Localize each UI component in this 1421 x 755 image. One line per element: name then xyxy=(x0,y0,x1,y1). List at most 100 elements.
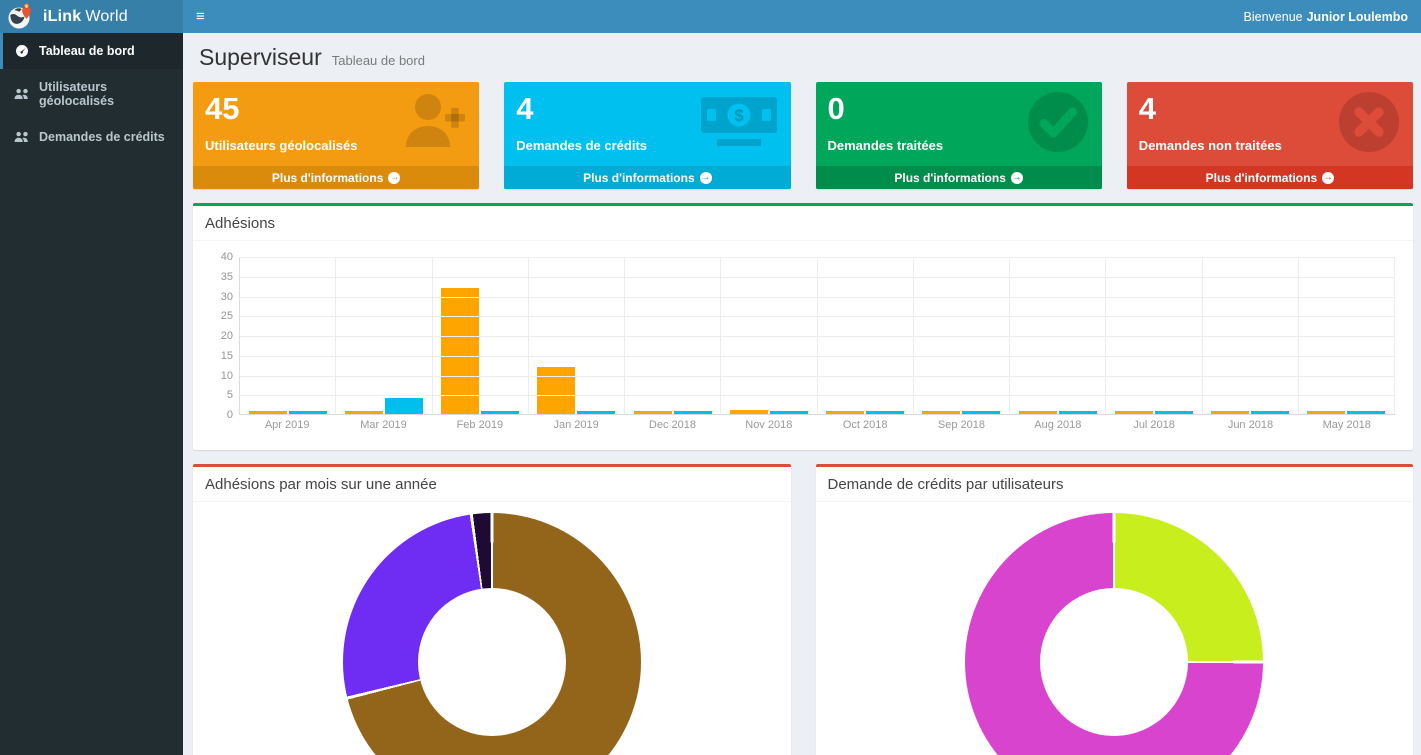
stat-box-demandes-traitees: 0 Demandes traitées Plus d'informations … xyxy=(815,82,1102,190)
page-header: Superviseur Tableau de bord xyxy=(193,39,1413,82)
stat-box-demandes-non-traitees: 4 Demandes non traitées Plus d'informati… xyxy=(1126,82,1413,190)
more-info-link[interactable]: Plus d'informations → xyxy=(815,166,1102,190)
arrow-circle-right-icon: → xyxy=(1010,171,1023,184)
arrow-circle-right-icon: → xyxy=(1322,171,1335,184)
bar-group-oct-2018 xyxy=(818,257,914,415)
welcome-user-name[interactable]: Junior Loulembo xyxy=(1306,9,1408,24)
stat-box-utilisateurs-geolocalises: 45 Utilisateurs géolocalisés Plus d'info… xyxy=(193,82,480,190)
users-icon xyxy=(14,131,28,142)
stat-label: Demandes non traitées xyxy=(1138,138,1282,154)
page-title: Superviseur xyxy=(199,44,322,70)
bar-group-mar-2019 xyxy=(336,257,433,415)
bar-chart-plot-area xyxy=(239,257,1395,416)
donut-chart-adhesions-par-mois xyxy=(342,513,641,755)
bar-group-dec-2018 xyxy=(625,257,722,415)
x-axis-tick-label: Oct 2018 xyxy=(842,419,888,432)
x-axis-tick-label: Jan 2019 xyxy=(553,419,599,432)
bar xyxy=(922,411,961,415)
bar-group-jul-2018 xyxy=(1106,257,1203,415)
stat-label: Utilisateurs géolocalisés xyxy=(205,138,358,154)
bar-group-apr-2019 xyxy=(240,257,337,415)
bar xyxy=(729,410,768,415)
sidebar: Tableau de bord Utilisateurs géolocalisé… xyxy=(0,33,183,755)
arrow-circle-right-icon: → xyxy=(388,171,401,184)
more-info-label: Plus d'informations xyxy=(894,170,1006,185)
bar xyxy=(962,411,1001,415)
svg-text:$: $ xyxy=(25,4,28,9)
brand-text: iLink World xyxy=(43,8,128,26)
bar-group-nov-2018 xyxy=(721,257,818,415)
more-info-link[interactable]: Plus d'informations → xyxy=(504,166,791,190)
stat-value: 4 xyxy=(516,91,534,126)
bar-group-feb-2019 xyxy=(433,257,529,415)
gridline xyxy=(240,336,1395,338)
bar xyxy=(1251,411,1290,415)
more-info-link[interactable]: Plus d'informations → xyxy=(1126,166,1413,190)
bar xyxy=(1018,411,1057,415)
bar-group-jan-2019 xyxy=(529,257,625,415)
y-axis-tick-label: 40 xyxy=(220,251,233,264)
brand-bold: iLink xyxy=(43,7,82,25)
more-info-label: Plus d'informations xyxy=(1205,170,1318,185)
x-axis-tick-label: Jul 2018 xyxy=(1133,419,1175,432)
arrow-circle-right-icon: → xyxy=(699,171,712,184)
gridline xyxy=(240,296,1395,298)
bar-group-aug-2018 xyxy=(1010,257,1107,415)
sidebar-item-demandes-de-credits[interactable]: Demandes de crédits xyxy=(0,119,183,155)
sidebar-toggle-hamburger-icon[interactable]: ≡ xyxy=(196,8,205,25)
bar xyxy=(826,411,865,415)
bar-group-jun-2018 xyxy=(1203,257,1299,415)
welcome-message: Bienvenue Junior Loulembo xyxy=(1244,10,1408,24)
bar xyxy=(384,398,423,415)
sidebar-item-label: Utilisateurs géolocalisés xyxy=(39,80,115,108)
donut-panel-row: Adhésions par mois sur une année Demande… xyxy=(193,464,1413,755)
brand-logo[interactable]: $ iLink World xyxy=(0,0,183,33)
sidebar-item-tableau-de-bord[interactable]: Tableau de bord xyxy=(0,33,183,69)
x-axis-tick-label: Nov 2018 xyxy=(745,419,793,432)
bar xyxy=(769,411,808,415)
panel-title: Demande de crédits par utilisateurs xyxy=(815,467,1413,503)
more-info-label: Plus d'informations xyxy=(271,170,384,185)
times-circle-icon xyxy=(1339,92,1399,152)
ilink-globe-pin-icon: $ xyxy=(8,3,31,29)
sidebar-item-label: Tableau de bord xyxy=(39,44,135,58)
top-navbar: $ iLink World ≡ Bienvenue Junior Loulembo xyxy=(0,0,1421,33)
gridline xyxy=(240,355,1395,357)
x-axis-tick-label: Aug 2018 xyxy=(1034,419,1082,432)
y-axis-tick-label: 10 xyxy=(220,369,233,382)
y-axis-tick-label: 30 xyxy=(220,290,233,303)
x-axis-tick-label: Sep 2018 xyxy=(937,419,986,432)
bar xyxy=(1211,411,1250,415)
y-axis-tick-label: 35 xyxy=(220,270,233,283)
bar-chart-adhesions: 40 35 30 25 20 15 10 5 0 Apr 2019 Mar 2019 Feb 2019… xyxy=(221,251,1395,436)
bar-group-may-2018 xyxy=(1299,257,1395,415)
y-axis-tick-label: 0 xyxy=(226,409,233,422)
x-axis-tick-label: Jun 2018 xyxy=(1227,419,1274,432)
stat-value: 0 xyxy=(827,91,845,126)
more-info-link[interactable]: Plus d'informations → xyxy=(193,166,480,190)
svg-text:$: $ xyxy=(734,106,744,125)
bar xyxy=(1058,411,1097,415)
x-axis-tick-label: Dec 2018 xyxy=(648,419,697,432)
gridline xyxy=(240,257,1395,259)
bar xyxy=(1307,411,1346,415)
more-info-label: Plus d'informations xyxy=(583,170,695,185)
bar xyxy=(673,411,712,415)
x-axis-tick-label: Apr 2019 xyxy=(264,419,310,432)
x-axis-tick-label: Feb 2019 xyxy=(456,419,504,432)
y-axis-tick-label: 15 xyxy=(220,349,233,362)
stat-value: 45 xyxy=(205,91,240,126)
bar xyxy=(577,411,616,415)
bar xyxy=(1347,411,1386,415)
gridline xyxy=(240,375,1395,377)
sidebar-item-utilisateurs-geolocalises[interactable]: Utilisateurs géolocalisés xyxy=(0,69,183,119)
brand-rest: World xyxy=(85,7,128,25)
gridline xyxy=(240,276,1395,278)
stat-box-row: 45 Utilisateurs géolocalisés Plus d'info… xyxy=(193,82,1413,190)
y-axis-tick-label: 5 xyxy=(226,389,233,402)
x-axis-tick-label: Mar 2019 xyxy=(360,419,407,432)
bar xyxy=(1154,411,1193,415)
y-axis-tick-label: 25 xyxy=(220,310,233,323)
bar xyxy=(1114,411,1153,415)
gridline xyxy=(240,316,1395,318)
